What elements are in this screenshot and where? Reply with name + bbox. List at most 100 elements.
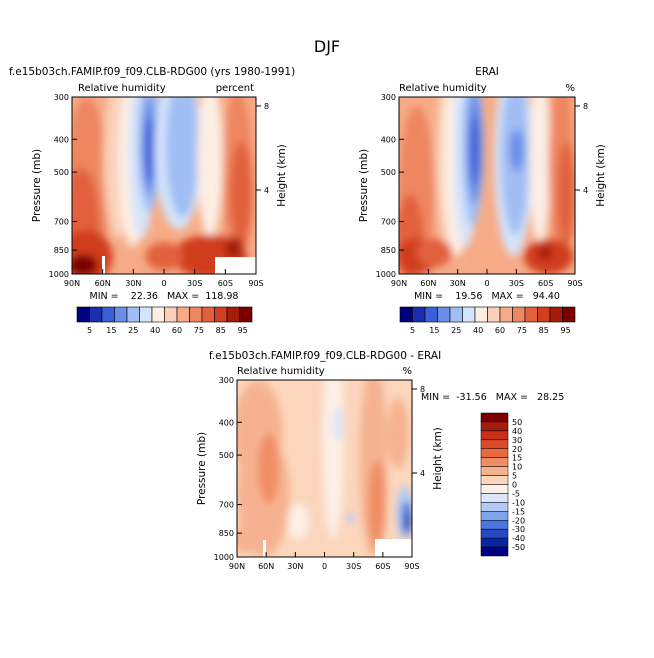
x-tick-label: 0: [484, 279, 489, 288]
x-tick-label: 0: [322, 562, 327, 571]
colorbar-swatch: [101, 306, 115, 323]
colorbar-label: 50: [512, 418, 522, 427]
colorbar-swatch: [449, 306, 463, 323]
colorbar-swatch: [437, 306, 451, 323]
contour-region: [322, 380, 344, 540]
contour-region: [416, 238, 452, 267]
contour-fill: [72, 97, 256, 274]
colorbar-label: 15: [429, 326, 439, 335]
x-tick-label: 60S: [538, 279, 553, 288]
contour-region: [470, 114, 480, 186]
colorbar-label: -30: [512, 525, 525, 534]
y-axis-label: Pressure (mb): [196, 432, 208, 505]
colorbar-swatch: [474, 306, 488, 323]
panel-erai-title: ERAI: [475, 66, 499, 78]
panel-diff: f.e15b03ch.FAMIP.f09_f09.CLB-RDG00 - ERA…: [196, 350, 564, 571]
colorbar-swatch: [462, 306, 476, 323]
colorbar-swatch: [480, 466, 509, 476]
contour-region: [368, 459, 386, 549]
x-tick-label: 60S: [218, 279, 233, 288]
y-right-tick-label: 8: [264, 102, 269, 111]
y-axis-label: Pressure (mb): [358, 149, 370, 222]
colorbar-swatch: [89, 306, 103, 323]
colorbar-swatch: [176, 306, 190, 323]
colorbar-label: 30: [512, 436, 522, 445]
y-tick-label: 1000: [214, 553, 234, 562]
colorbar-swatch: [480, 421, 509, 432]
x-tick-label: 90S: [567, 279, 582, 288]
y-tick-label: 300: [54, 93, 69, 102]
x-tick-label: 60N: [95, 279, 111, 288]
colorbar-swatch: [226, 306, 240, 323]
contour-region: [347, 512, 355, 524]
x-tick-label: 90S: [248, 279, 263, 288]
colorbar-swatch: [480, 528, 509, 539]
x-tick-label: 30N: [450, 279, 466, 288]
y-tick-label: 400: [381, 135, 396, 144]
y-right-tick-label: 8: [420, 385, 425, 394]
contour-region: [538, 245, 553, 260]
y-right-tick-label: 8: [583, 102, 588, 111]
season-title: DJF: [314, 37, 340, 56]
colorbar-label: -15: [512, 507, 525, 516]
colorbar-swatch: [214, 306, 228, 323]
contour-region: [557, 141, 575, 248]
colorbar-label: 5: [410, 326, 415, 335]
y-tick-label: 700: [54, 218, 69, 227]
colorbar-swatch: [549, 306, 563, 323]
colorbar-swatch: [562, 306, 576, 323]
colorbar-swatch: [512, 306, 526, 323]
panel-model-title: f.e15b03ch.FAMIP.f09_f09.CLB-RDG00 (yrs …: [9, 66, 295, 78]
x-tick-label: 90N: [391, 279, 407, 288]
y-tick-label: 1000: [376, 270, 396, 279]
colorbar-swatch: [487, 306, 501, 323]
x-tick-label: 30N: [125, 279, 141, 288]
colorbar-swatch: [126, 306, 140, 323]
contour-region: [333, 406, 344, 442]
colorbar-swatch: [480, 493, 509, 503]
colorbar-swatch: [151, 306, 165, 323]
y-tick-label: 700: [381, 218, 396, 227]
terrain-mask: [102, 256, 105, 274]
plot-diff: 300 400 500 700 850 1000 8 4 90N 60N 30N 0 30S 60S 90S…: [196, 376, 444, 571]
y-right-tick-label: 4: [583, 186, 588, 195]
contour-region: [165, 97, 199, 218]
terrain-mask: [263, 540, 266, 557]
contour-region: [197, 97, 223, 239]
y-tick-label: 1000: [49, 270, 69, 279]
colorbar-label: 60: [172, 326, 182, 335]
colorbar-label: 75: [194, 326, 204, 335]
colorbar-label: 20: [512, 445, 522, 454]
colorbar-swatch: [524, 306, 538, 323]
colorbar-swatch: [239, 306, 253, 323]
colorbar-swatch: [76, 306, 90, 323]
contour-region: [303, 380, 328, 557]
colorbar-swatch: [139, 306, 153, 323]
colorbar-label: -10: [512, 498, 525, 507]
y-right-tick-label: 4: [264, 186, 269, 195]
panel-diff-units: %: [402, 366, 412, 377]
colorbar-label: -40: [512, 534, 525, 543]
colorbar-label: 95: [238, 326, 248, 335]
contour-fill: [399, 97, 575, 274]
x-tick-label: 30S: [346, 562, 361, 571]
panel-erai: ERAI Relative humidity % 300400500700850…: [358, 66, 607, 335]
colorbar-model: 5 15 25 40 60 75 85 95: [76, 306, 253, 335]
contour-fill: [237, 380, 412, 557]
colorbar-swatch: [480, 457, 509, 467]
colorbar-label: 10: [512, 463, 522, 472]
colorbar-swatch: [537, 306, 551, 323]
y-tick-label: 850: [219, 529, 234, 538]
colorbar-label: 25: [451, 326, 461, 335]
colorbar-label: 15: [512, 454, 522, 463]
x-tick-label: 60N: [420, 279, 436, 288]
y-tick-label: 500: [54, 168, 69, 177]
y-right-axis-label: Height (km): [595, 144, 607, 207]
y-right-tick-label: 4: [420, 469, 425, 478]
panel-diff-stats: MIN = -31.56 MAX = 28.25: [421, 392, 564, 403]
y-tick-label: 700: [219, 501, 234, 510]
panel-diff-subtitle: Relative humidity: [237, 366, 325, 377]
colorbar-swatch: [480, 502, 509, 512]
